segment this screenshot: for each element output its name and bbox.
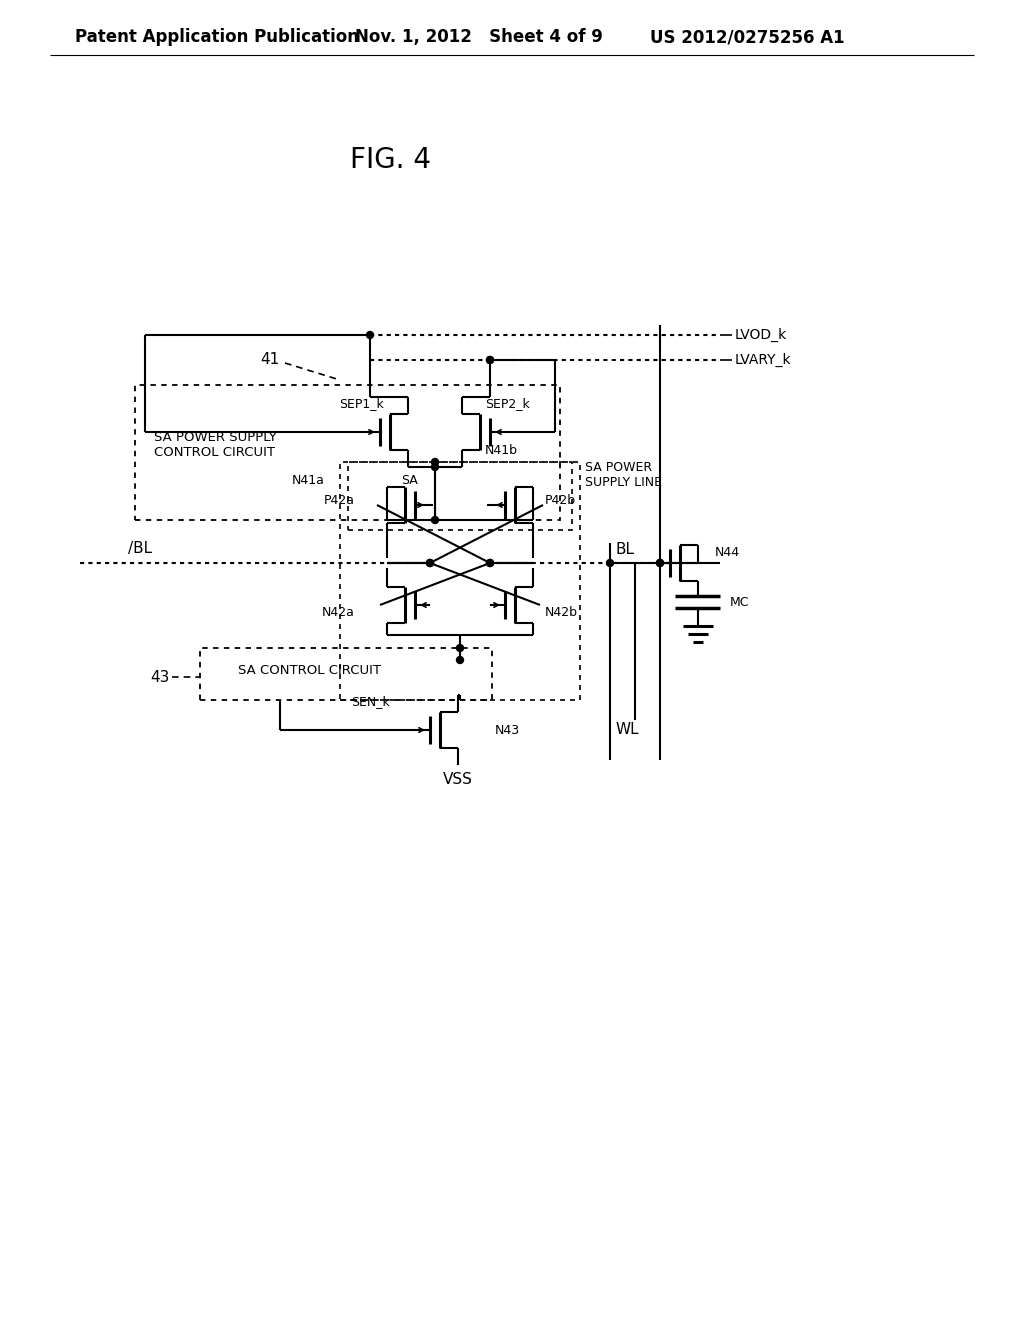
Text: SA POWER SUPPLY
CONTROL CIRCUIT: SA POWER SUPPLY CONTROL CIRCUIT [154,432,276,459]
Circle shape [486,356,494,363]
Circle shape [486,560,494,566]
Text: N43: N43 [495,723,520,737]
Text: N44: N44 [715,546,740,560]
Bar [135,385,560,520]
Circle shape [656,560,664,566]
Circle shape [427,560,433,566]
Text: WL: WL [615,722,639,738]
Text: SEP1_k: SEP1_k [340,397,384,411]
Text: LVARY_k: LVARY_k [735,352,792,367]
Text: SEP2_k: SEP2_k [485,397,530,411]
Text: P42a: P42a [324,494,355,507]
Circle shape [367,331,374,338]
Text: /BL: /BL [128,541,152,557]
Circle shape [431,516,438,524]
Text: SA: SA [401,474,419,487]
Text: Nov. 1, 2012   Sheet 4 of 9: Nov. 1, 2012 Sheet 4 of 9 [355,28,603,46]
Text: MC: MC [730,595,750,609]
Text: N42b: N42b [545,606,578,619]
Circle shape [427,560,433,566]
Text: P42b: P42b [545,494,577,507]
Bar [200,648,492,700]
Circle shape [431,458,438,466]
Circle shape [486,560,494,566]
Circle shape [606,560,613,566]
Text: BL: BL [615,541,635,557]
Text: SA POWER
SUPPLY LINE: SA POWER SUPPLY LINE [585,461,662,488]
Text: N41a: N41a [292,474,325,487]
Text: 43: 43 [151,669,170,685]
Circle shape [656,560,664,566]
Text: SEN_k: SEN_k [350,696,389,709]
Text: Patent Application Publication: Patent Application Publication [75,28,359,46]
Bar [348,462,572,531]
Circle shape [457,644,464,652]
Text: 41: 41 [260,352,280,367]
Text: VSS: VSS [443,772,473,788]
Text: US 2012/0275256 A1: US 2012/0275256 A1 [650,28,845,46]
Text: LVOD_k: LVOD_k [735,327,787,342]
Text: N41b: N41b [485,444,518,457]
Circle shape [457,656,464,664]
Circle shape [431,463,438,470]
Text: SA CONTROL CIRCUIT: SA CONTROL CIRCUIT [239,664,382,676]
Text: FIG. 4: FIG. 4 [349,147,430,174]
Bar [340,462,580,700]
Text: N42a: N42a [323,606,355,619]
Circle shape [486,356,494,363]
